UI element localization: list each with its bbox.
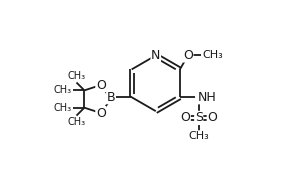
Text: CH₃: CH₃ (202, 50, 223, 60)
Text: O: O (96, 107, 106, 119)
Text: CH₃: CH₃ (54, 103, 72, 113)
Text: CH₃: CH₃ (68, 117, 86, 127)
Text: B: B (107, 91, 115, 104)
Text: S: S (195, 111, 203, 124)
Text: O: O (96, 79, 106, 92)
Text: CH₃: CH₃ (68, 71, 86, 81)
Text: CH₃: CH₃ (54, 85, 72, 95)
Text: NH: NH (198, 91, 217, 104)
Text: O: O (207, 111, 217, 124)
Text: O: O (180, 111, 190, 124)
Text: N: N (151, 49, 160, 62)
Text: O: O (183, 49, 193, 62)
Text: CH₃: CH₃ (188, 131, 209, 141)
